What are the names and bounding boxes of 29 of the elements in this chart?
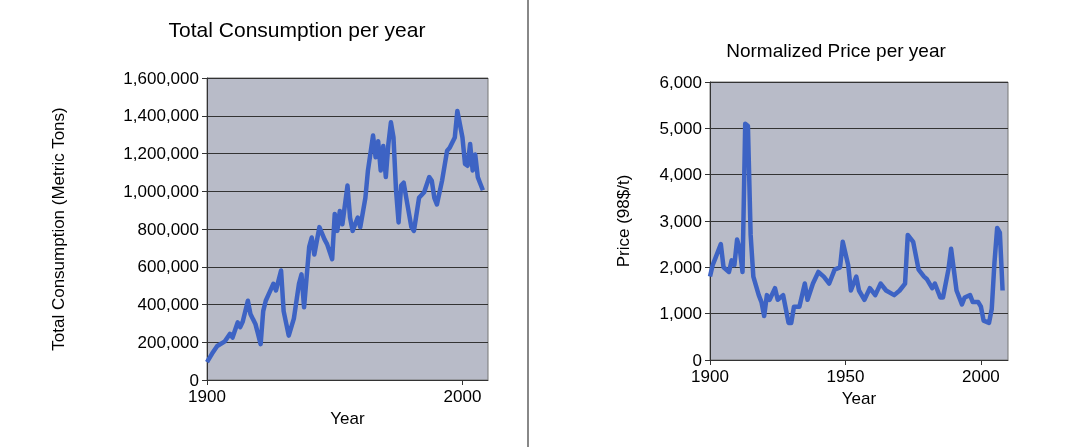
y-tick-label: 0 — [692, 350, 702, 370]
line-series — [204, 108, 486, 365]
y-tick-label: 200,000 — [137, 332, 199, 352]
chart-title: Normalized Price per year — [726, 40, 947, 61]
y-tick-label: 3,000 — [659, 211, 702, 231]
x-tick-label: 1950 — [826, 367, 865, 386]
y-tick-label: 5,000 — [659, 118, 702, 138]
x-tick-label: 2000 — [443, 387, 482, 406]
y-tick-label: 1,000 — [659, 304, 702, 324]
y-tick-label: 1,600,000 — [123, 68, 199, 88]
y-tick-label: 0 — [189, 370, 199, 390]
chart-title: Total Consumption per year — [168, 18, 426, 41]
line-series — [707, 121, 1005, 326]
x-axis-title: Year — [841, 388, 877, 408]
y-tick-label: 1,400,000 — [123, 106, 199, 126]
y-tick-label: 1,200,000 — [123, 144, 199, 163]
y-axis-title: Price (98$/t) — [614, 174, 633, 268]
y-tick-label: 2,000 — [659, 257, 702, 277]
y-tick-label: 600,000 — [137, 257, 199, 277]
y-tick-label: 4,000 — [659, 165, 702, 185]
y-tick-label: 6,000 — [659, 72, 702, 92]
x-tick-label: 2000 — [961, 367, 1000, 386]
y-tick-label: 800,000 — [137, 219, 199, 239]
y-axis-title: Total Consumption (Metric Tons) — [49, 107, 68, 351]
x-axis-title: Year — [330, 408, 366, 428]
x-tick-label: 1900 — [188, 387, 226, 406]
y-tick-label: 1,000,000 — [123, 181, 199, 201]
y-tick-label: 400,000 — [137, 295, 199, 314]
x-tick-label: 1900 — [691, 367, 729, 386]
